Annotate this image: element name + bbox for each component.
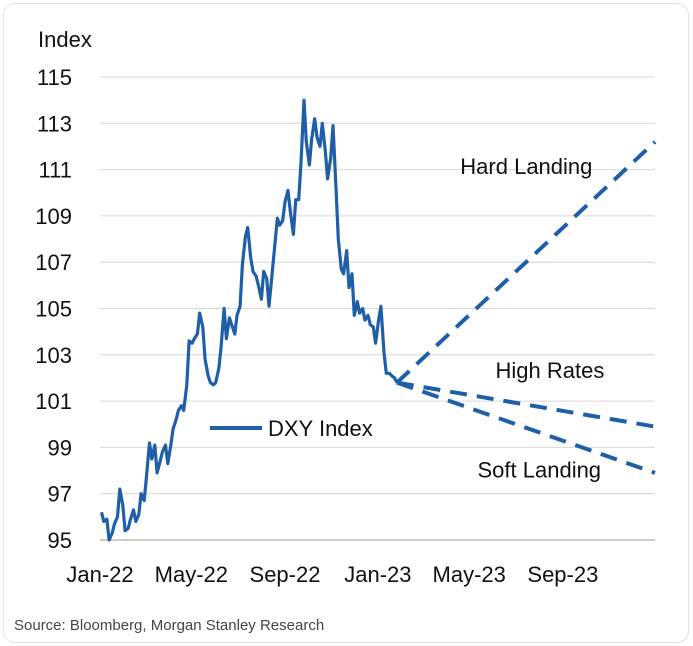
- x-tick-label: Jan-23: [344, 562, 411, 587]
- y-axis-label: Index: [38, 27, 92, 52]
- x-tick-label: Jan-22: [66, 562, 133, 587]
- y-tick-label: 113: [37, 111, 72, 136]
- chart-card: [3, 3, 689, 643]
- legend: DXY Index: [210, 416, 373, 441]
- y-tick-label: 99: [48, 435, 72, 460]
- source-note: Source: Bloomberg, Morgan Stanley Resear…: [14, 617, 325, 634]
- x-tick-label: May-22: [155, 562, 228, 587]
- series-line-dxy-index: [99, 98, 399, 542]
- y-tick-labels: 95 97 99 101 103 105 107 109 111 113 115: [35, 65, 72, 553]
- y-tick-label: 105: [35, 297, 72, 322]
- series-line-soft-landing: [396, 380, 656, 475]
- y-tick-label: 107: [35, 250, 72, 275]
- series-line-hard-landing: [395, 140, 657, 385]
- scenario-label: High Rates: [496, 358, 605, 383]
- y-tick-label: 101: [35, 389, 72, 414]
- scenario-label: Hard Landing: [460, 154, 592, 179]
- y-tick-label: 103: [35, 343, 72, 368]
- x-tick-labels: Jan-22 May-22 Sep-22 Jan-23 May-23 Sep-23: [66, 562, 598, 587]
- y-tick-label: 95: [48, 528, 72, 553]
- y-tick-label: 109: [35, 204, 72, 229]
- series-layer: [99, 98, 657, 542]
- y-tick-label: 97: [48, 482, 72, 507]
- y-tick-label: 111: [39, 158, 72, 183]
- legend-label-dxy: DXY Index: [268, 416, 373, 441]
- y-tick-label: 115: [37, 65, 72, 90]
- x-tick-label: Sep-22: [250, 562, 321, 587]
- x-tick-label: May-23: [433, 562, 506, 587]
- series-line-high-rates: [396, 380, 656, 429]
- scenario-labels: Hard Landing High Rates Soft Landing: [460, 154, 604, 482]
- grid-layer: [100, 76, 655, 541]
- x-tick-label: Sep-23: [527, 562, 598, 587]
- scenario-label: Soft Landing: [478, 457, 602, 482]
